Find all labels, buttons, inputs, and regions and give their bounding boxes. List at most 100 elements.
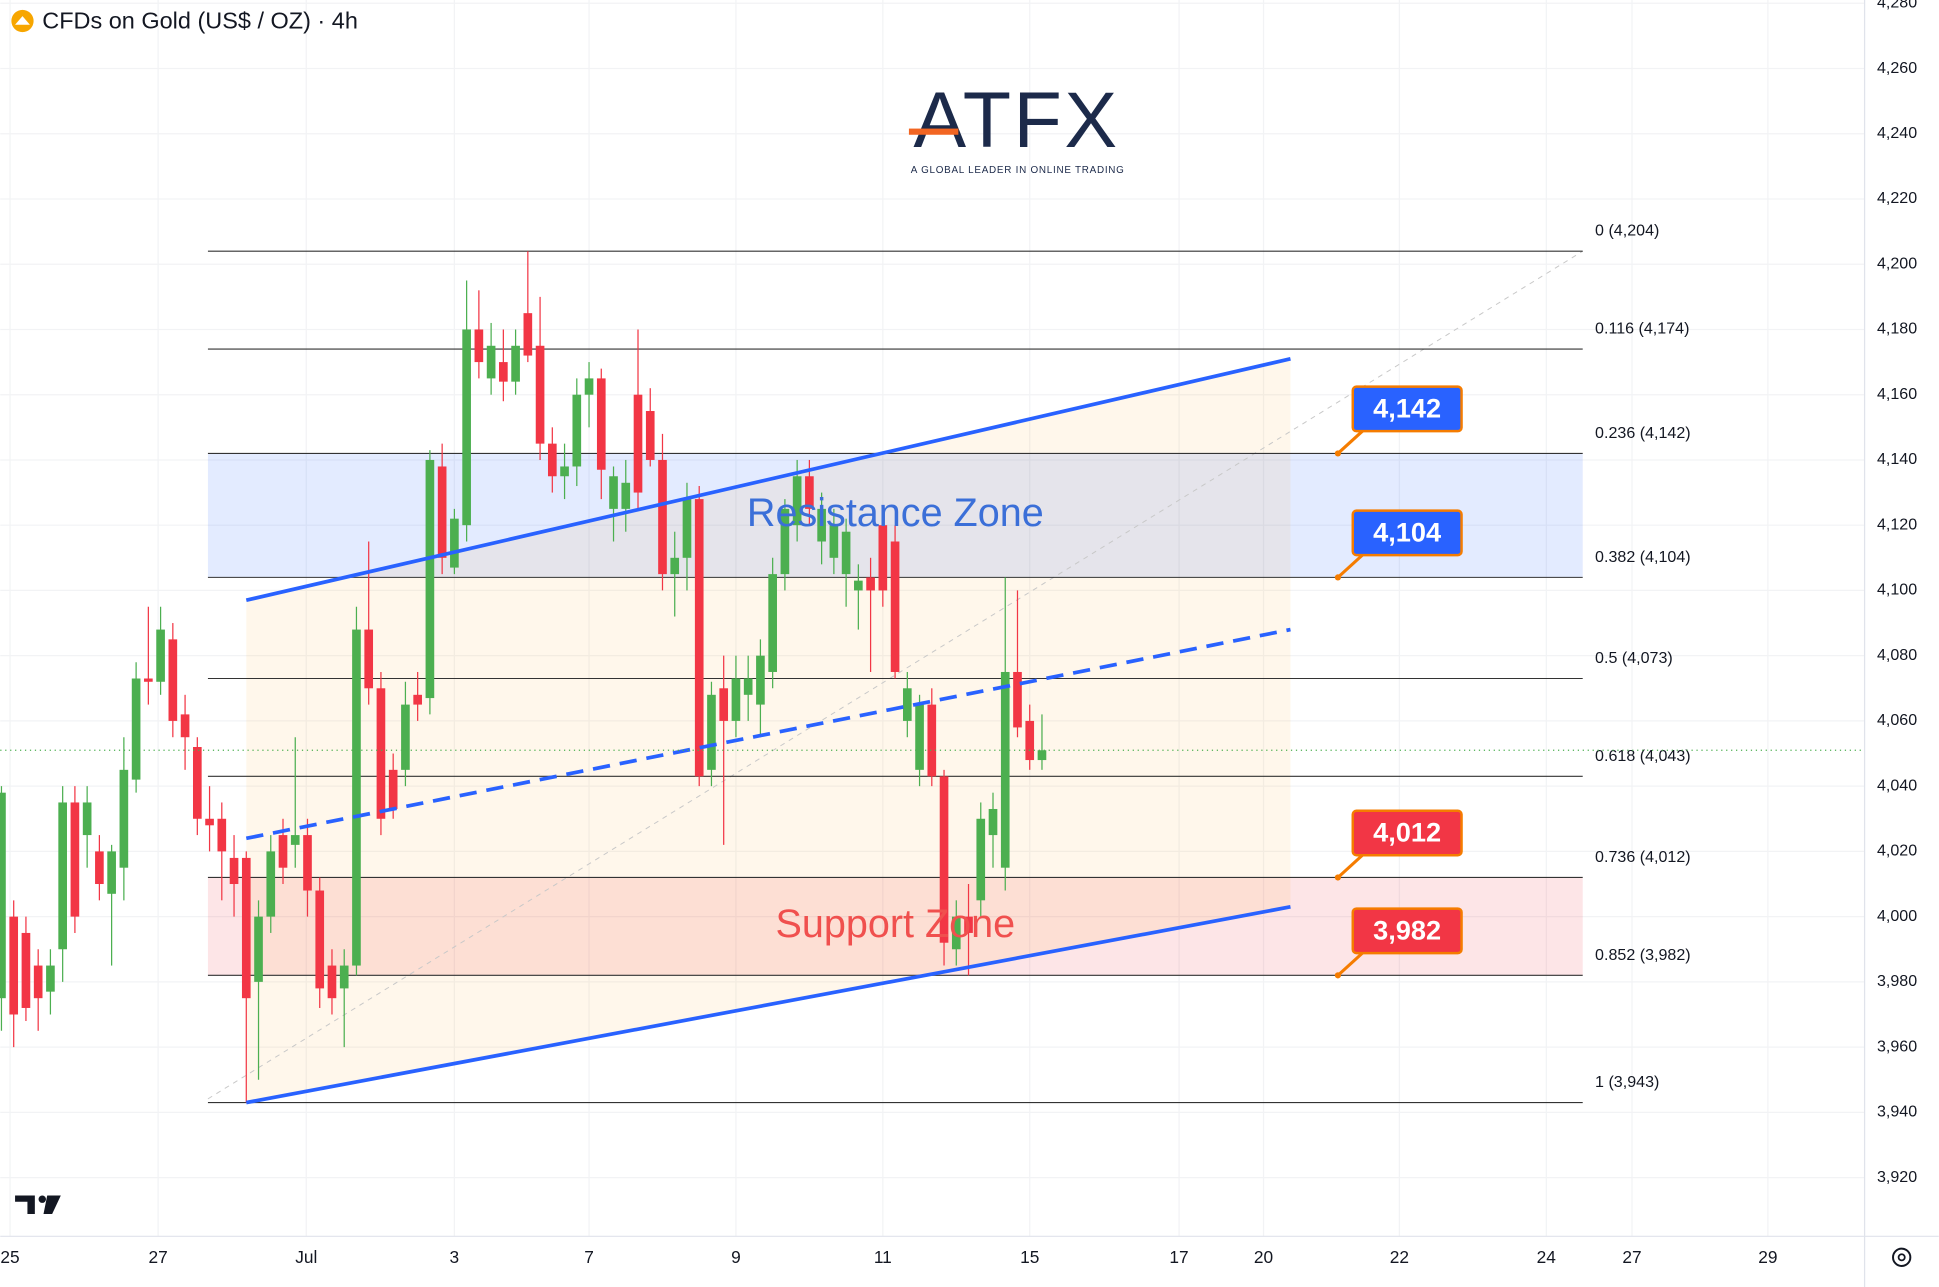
candle-body	[719, 688, 729, 721]
price-tag-box	[1351, 809, 1463, 857]
x-tick-label: 27	[149, 1247, 168, 1267]
candle-body	[609, 476, 618, 509]
candle-body	[376, 688, 386, 819]
x-tick-label: 20	[1254, 1247, 1273, 1267]
candle-body	[633, 394, 643, 493]
candle-body	[486, 345, 496, 379]
candle-body	[474, 329, 484, 363]
channel-fill	[246, 358, 1291, 1103]
candle-body	[156, 629, 165, 682]
price-tag-box	[1351, 385, 1463, 433]
candle-body	[547, 443, 557, 477]
candle-body	[866, 577, 875, 591]
candle-body	[107, 851, 116, 894]
candle-body	[144, 678, 153, 682]
x-tick-label: 29	[1758, 1247, 1777, 1267]
logo-tagline: A GLOBAL LEADER IN ONLINE TRADING	[911, 165, 1125, 176]
candle-body	[401, 704, 410, 770]
candle-body	[560, 466, 569, 477]
candle-body	[339, 965, 349, 989]
x-tick-label: 22	[1390, 1247, 1409, 1267]
price-tag-box	[1351, 509, 1463, 557]
candle-body	[645, 411, 655, 460]
candle-body	[523, 313, 533, 356]
candle-body	[1013, 671, 1022, 728]
candle-body	[119, 769, 129, 868]
candle-body	[33, 965, 43, 999]
candle-body	[584, 378, 594, 395]
tv-logo-part	[43, 1195, 61, 1215]
candle-body	[890, 541, 900, 672]
settings-gear[interactable]	[1892, 1247, 1912, 1267]
candle-body	[0, 792, 6, 999]
fib-label: 0 (4,204)	[1595, 222, 1659, 240]
candle-body	[499, 362, 508, 382]
candle-body	[1025, 720, 1035, 761]
candle-body	[229, 857, 239, 885]
candle-body	[951, 916, 961, 950]
candle-body	[658, 459, 667, 575]
y-tick-label: 4,260	[1877, 59, 1917, 77]
settings-icon[interactable]	[1892, 1247, 1912, 1267]
price-tag-label: 3,982	[1373, 914, 1441, 945]
candle-body	[805, 476, 814, 509]
candle-body	[976, 818, 986, 901]
y-tick-label: 4,280	[1877, 0, 1917, 12]
candle-body	[278, 835, 288, 868]
channel-line	[245, 905, 1291, 1105]
candle-body	[694, 499, 704, 777]
candle-body	[927, 704, 937, 777]
candle-body	[756, 655, 765, 705]
candle-body	[46, 965, 55, 992]
y-tick-label: 3,960	[1877, 1037, 1917, 1055]
candle-body	[682, 499, 692, 558]
candle-body	[462, 329, 471, 526]
y-tick-label: 4,140	[1877, 450, 1917, 468]
candle-body	[878, 525, 888, 591]
tv-logo-part	[15, 1195, 35, 1215]
candle-body	[915, 704, 924, 770]
candle-body	[817, 508, 826, 542]
candle-body	[988, 808, 998, 836]
y-tick-label: 3,920	[1877, 1168, 1917, 1186]
logo-text: ATFX	[913, 75, 1119, 164]
price-tag-anchor	[1334, 574, 1342, 581]
candle-body	[388, 769, 398, 809]
x-tick-label: 17	[1169, 1247, 1188, 1267]
x-tick-label: 7	[584, 1247, 594, 1267]
channel-line	[245, 627, 1291, 841]
candle-body	[241, 857, 251, 999]
tv-logo	[15, 1195, 61, 1215]
price-tag-label: 4,142	[1373, 392, 1441, 423]
candle-body	[535, 345, 545, 444]
fib-label: 0.5 (4,073)	[1595, 649, 1673, 667]
candle-body	[254, 916, 263, 982]
x-tick-label: 15	[1020, 1247, 1039, 1267]
candle-body	[217, 818, 227, 852]
candle-body	[168, 639, 178, 721]
candle-body	[964, 916, 973, 933]
y-tick-label: 4,080	[1877, 646, 1917, 664]
x-tick-label: 9	[731, 1247, 741, 1267]
x-tick-label: 3	[450, 1247, 460, 1267]
fib-label: 0.852 (3,982)	[1595, 946, 1691, 964]
settings-gear-center[interactable]	[1897, 1253, 1906, 1262]
x-tick-label: 25	[0, 1247, 19, 1267]
candle-body	[829, 525, 839, 558]
price-tag-pointer	[1336, 427, 1367, 455]
candle-body	[9, 916, 19, 1015]
candle-body	[425, 459, 435, 699]
candle-body	[780, 508, 790, 575]
candle-body	[707, 694, 716, 770]
candle-body	[1000, 671, 1010, 868]
channel-line	[245, 357, 1291, 603]
candle-body	[352, 629, 361, 966]
y-tick-label: 4,000	[1877, 907, 1917, 925]
candle-body	[902, 688, 912, 721]
price-tag-pointer	[1336, 551, 1367, 579]
x-tick-label: 24	[1537, 1247, 1557, 1267]
candle-body	[290, 835, 300, 845]
candle-body	[670, 557, 680, 575]
fib-label: 0.116 (4,174)	[1595, 320, 1689, 338]
